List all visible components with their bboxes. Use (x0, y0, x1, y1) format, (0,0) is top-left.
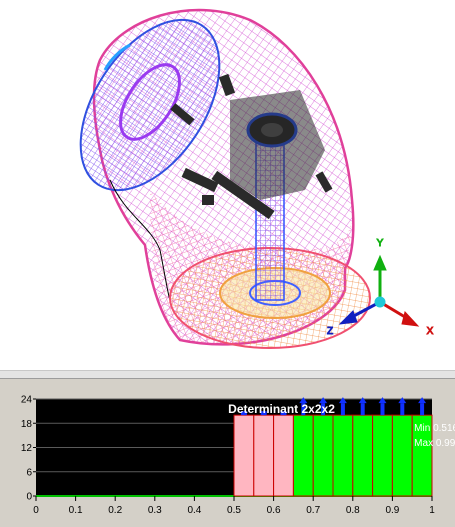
y-tick-label: 24 (21, 395, 33, 406)
bin-arrow-stem (420, 403, 425, 416)
mesh-edge-highlight (103, 43, 131, 71)
bin-markers (240, 397, 427, 416)
bin-arrow-stem (321, 403, 326, 416)
histogram-bar[interactable] (273, 414, 294, 497)
y-axis-arrow-icon (373, 254, 387, 271)
bin-marker (260, 411, 267, 416)
histogram-bar[interactable] (332, 414, 354, 497)
z-axis-arrow-icon (338, 310, 358, 325)
histogram-panel: 0 6 12 18 24 0 0.1 0.2 0.3 0.4 0.5 0.6 0.7 0.8 0.9 1 D… (0, 379, 455, 527)
inlet-inner-ring (119, 63, 181, 141)
y-tick-label: 18 (21, 419, 33, 430)
x-tick-label: 0.9 (385, 505, 399, 516)
x-axis-arrow-icon (401, 310, 420, 327)
bin-marker (280, 411, 287, 416)
x-axis-label: X (427, 326, 434, 337)
3d-viewport[interactable]: Y X Z (0, 0, 455, 370)
x-tick-label: 0.3 (148, 505, 162, 516)
bin-arrow-stem (301, 403, 306, 416)
x-tick-label: 0.8 (346, 505, 360, 516)
y-tick-labels: 0 6 12 18 24 (21, 395, 36, 503)
mesh-view-svg[interactable]: Y X Z (0, 0, 455, 370)
bin-marker (240, 411, 247, 416)
bin-arrow-icon (418, 397, 427, 404)
bin-arrow-stem (340, 403, 345, 416)
splitter-bar[interactable] (0, 370, 455, 379)
histogram-bar[interactable] (253, 414, 275, 497)
y-tick-label: 6 (26, 467, 32, 478)
bin-arrow-stem (380, 403, 385, 416)
bin-arrow-icon (398, 397, 407, 404)
y-tick-label: 12 (21, 443, 33, 454)
y-axis-label: Y (377, 238, 384, 249)
max-value-label: Max 0.997 (414, 438, 455, 449)
bin-arrow-icon (378, 397, 387, 404)
bin-arrow-stem (360, 403, 365, 416)
x-tick-labels: 0 0.1 0.2 0.3 0.4 0.5 0.6 0.7 0.8 0.9 1 (33, 496, 435, 516)
bin-arrow-icon (299, 397, 308, 404)
bin-arrow-icon (319, 397, 328, 404)
x-tick-label: 0.6 (267, 505, 281, 516)
elbow-silhouette (109, 179, 171, 301)
x-tick-label: 0 (33, 505, 39, 516)
histogram-bar[interactable] (312, 414, 334, 497)
x-tick-label: 0.4 (187, 505, 201, 516)
x-tick-label: 0.5 (227, 505, 241, 516)
x-tick-label: 0.7 (306, 505, 320, 516)
x-tick-label: 0.2 (108, 505, 122, 516)
histogram-bar[interactable] (411, 414, 433, 497)
y-tick-label: 0 (26, 492, 32, 503)
bin-arrow-icon (338, 397, 347, 404)
axis-triad: Y X Z (326, 238, 434, 338)
min-value-label: Min 0.516 (414, 423, 455, 434)
internal-baffles (170, 73, 333, 220)
x-tick-label: 1 (429, 505, 435, 516)
histogram-bars (233, 414, 433, 497)
bin-arrow-stem (400, 403, 405, 416)
bin-arrow-icon (358, 397, 367, 404)
x-tick-label: 0.1 (69, 505, 83, 516)
histogram-bar[interactable] (372, 414, 393, 497)
histogram-bar[interactable] (233, 414, 255, 497)
pipe-elbow-mesh[interactable] (52, 0, 371, 349)
inlet-face (79, 18, 221, 192)
triad-origin (374, 296, 386, 308)
histogram-chart[interactable]: 0 6 12 18 24 0 0.1 0.2 0.3 0.4 0.5 0.6 0.7 0.8 0.9 1 D… (0, 379, 455, 527)
z-axis-label: Z (327, 326, 333, 337)
histogram-bar[interactable] (391, 414, 413, 497)
histogram-bar[interactable] (292, 414, 314, 497)
histogram-title: Determinant 2x2x2 (228, 402, 335, 416)
histogram-bar[interactable] (352, 414, 374, 497)
